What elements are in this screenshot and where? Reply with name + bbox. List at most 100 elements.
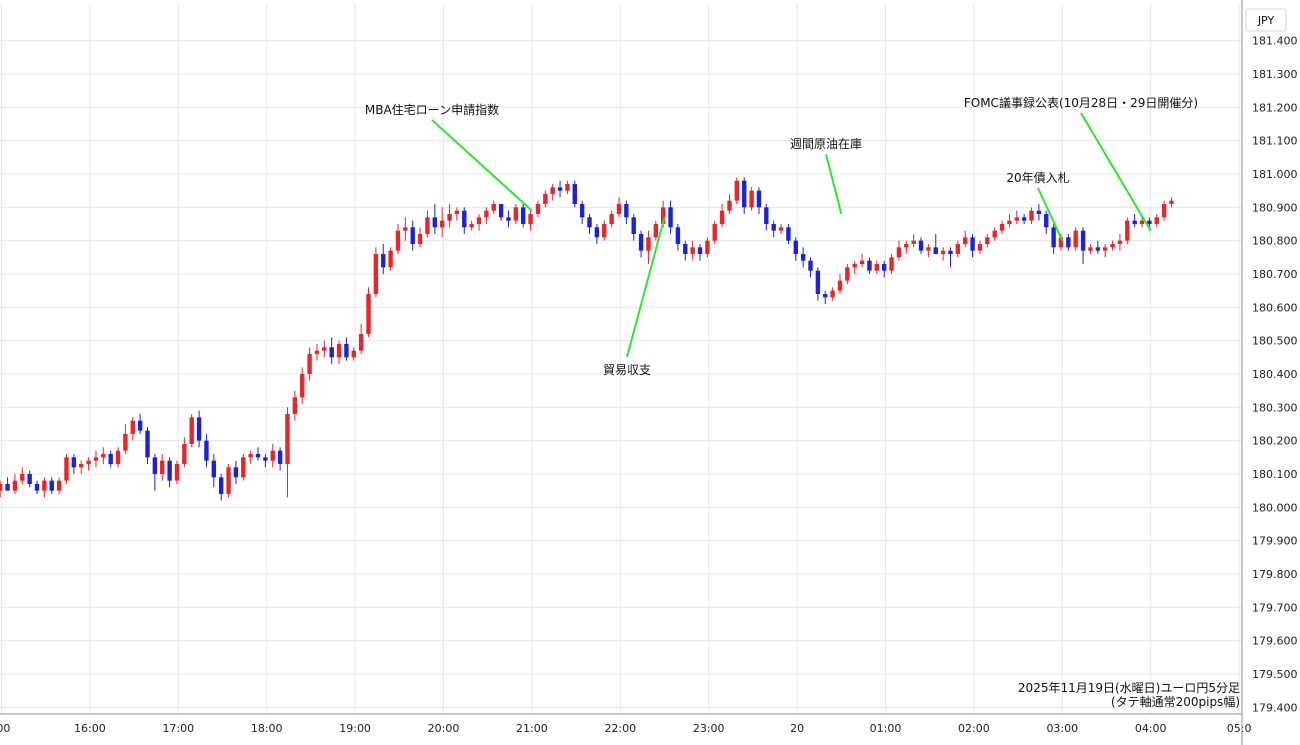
candle-down [557,180,563,198]
candle-down [1044,210,1049,234]
candle-body [911,240,916,244]
candle-body [837,280,843,291]
candle-up [616,197,622,218]
candle-up [0,480,3,498]
candle-body [977,244,983,251]
y-tick-label: 179.800 [1252,568,1298,581]
x-tick-label: 19:00 [339,722,371,735]
candle-up [1161,200,1167,221]
candle-body [756,190,762,208]
candle-up [476,214,482,231]
candle-body [226,467,231,494]
candle-body [56,480,62,491]
candle-up [42,477,47,498]
candle-body [933,247,938,254]
candle-up [358,324,364,354]
candle-body [793,240,798,254]
candle-down [5,477,10,491]
candle-body [447,214,452,221]
candle-body [1110,244,1115,248]
candle-up [513,204,519,224]
candle-up [712,220,717,244]
candle-body [403,227,408,231]
candle-down [196,410,202,448]
candle-down [631,214,636,241]
candle-up [963,230,968,248]
candle-body [874,264,880,271]
candle-up [609,210,614,228]
candle-body [594,227,600,238]
candle-body [344,344,349,358]
candle-down [1021,214,1027,224]
y-tick-label: 179.700 [1252,601,1298,614]
candle-down [675,224,681,251]
candle-body [152,457,158,474]
candle-body [528,214,533,224]
candle-body [71,457,77,468]
candle-body [145,430,150,458]
y-tick-label: 180.000 [1252,501,1298,514]
candle-up [845,264,850,284]
candle-body [196,417,202,441]
candles [0,177,1174,501]
candle-body [101,454,106,458]
candle-body [417,234,423,244]
candle-up [1139,217,1145,228]
y-tick-label: 179.900 [1252,535,1298,548]
candle-up [115,447,121,468]
candle-down [108,450,113,468]
candle-body [476,217,482,224]
candle-body [1169,200,1174,204]
candle-body [410,227,415,244]
candle-body [1125,220,1130,241]
candle-body [263,457,268,461]
candle-up [300,367,305,404]
candle-up [285,407,290,498]
candle-up [101,447,106,464]
candle-up [12,474,18,494]
candle-body [742,180,747,208]
candle-body [786,227,791,241]
candle-body [705,240,710,254]
currency-box[interactable] [1245,8,1287,32]
candle-body [329,347,334,358]
candle-down [211,454,217,488]
candle-body [307,354,312,374]
x-tick-label: 03:00 [1046,722,1078,735]
annotation-leader-line [431,119,533,212]
candle-body [27,474,32,484]
candle-up [395,224,401,254]
candle-up [977,240,983,254]
y-tick-label: 179.600 [1252,635,1298,648]
candle-up [86,457,91,471]
candle-body [292,397,298,414]
candle-body [852,264,857,268]
candle-up [1073,227,1078,251]
candle-body [646,237,651,251]
candle-body [42,480,47,491]
candle-down [771,220,776,238]
candle-body [79,464,84,468]
candle-up [174,460,180,484]
candle-up [830,287,835,301]
x-tick-label: 01:00 [870,722,902,735]
candle-down [1132,214,1137,228]
candle-down [432,204,438,234]
candle-up [1014,210,1019,224]
candle-body [992,230,997,238]
candle-body [1132,220,1137,224]
candle-body [985,237,990,244]
y-tick-label: 180.800 [1252,235,1298,248]
candle-body [373,254,379,294]
candle-body [727,200,732,211]
candle-down [594,224,600,244]
candle-body [521,207,526,224]
candle-body [388,250,393,268]
x-tick-label: 23:00 [693,722,725,735]
candle-up [292,390,298,421]
candle-body [624,204,629,218]
candle-up [469,220,474,231]
candle-down [638,230,644,258]
candle-up [64,454,69,484]
candle-body [1073,230,1078,248]
